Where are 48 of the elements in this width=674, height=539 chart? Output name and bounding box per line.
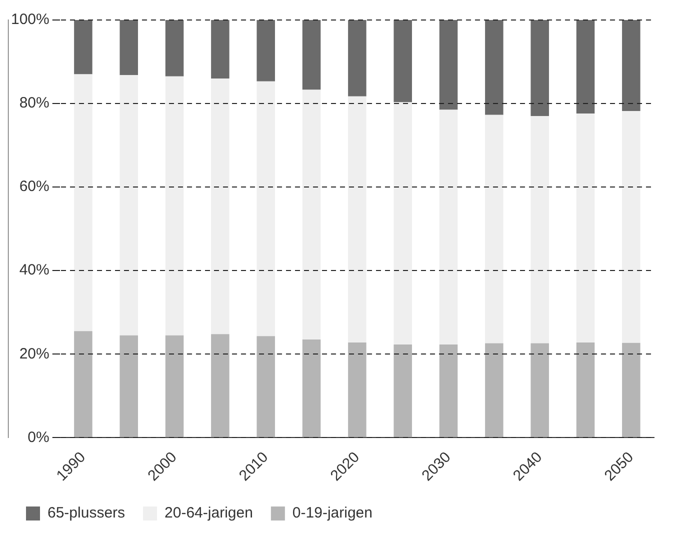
bar [530, 116, 549, 344]
y-tick-label: 60% [19, 178, 50, 196]
bar [530, 20, 549, 116]
bar [485, 343, 504, 438]
bar [394, 344, 412, 438]
legend-label: 0-19-jarigen [292, 504, 372, 522]
legend-label: 20-64-jarigen [164, 504, 253, 522]
bar [165, 20, 184, 76]
bar [120, 20, 138, 76]
y-tick-label: 40% [19, 262, 50, 279]
bar [622, 20, 640, 112]
bar [394, 20, 412, 102]
bar [439, 20, 458, 110]
bar [530, 343, 549, 438]
bar [348, 96, 366, 342]
bar [302, 20, 321, 90]
bar [485, 20, 504, 115]
bar [211, 20, 230, 78]
y-tick-label: 80% [19, 94, 50, 112]
bar [302, 90, 321, 340]
bar [74, 20, 92, 74]
bar [256, 336, 275, 438]
legend-label: 65-plussers [48, 504, 126, 522]
bar [165, 76, 184, 336]
bar [120, 75, 138, 336]
bar [74, 331, 92, 438]
bar [120, 335, 138, 438]
bar [485, 114, 504, 344]
bar [576, 20, 595, 114]
bar [256, 81, 275, 336]
bar [74, 74, 92, 332]
bar [211, 78, 230, 334]
bar [622, 342, 640, 438]
bar [439, 344, 458, 438]
bar [165, 335, 184, 438]
bar [211, 334, 230, 438]
bar [576, 114, 595, 342]
y-tick-label: 0% [28, 428, 50, 446]
bar [622, 111, 640, 343]
bar [302, 340, 321, 438]
y-tick-label: 100% [10, 11, 50, 28]
bar [348, 20, 366, 96]
bar [576, 342, 595, 438]
bar [256, 20, 275, 82]
bar [394, 102, 412, 345]
y-tick-label: 20% [19, 345, 50, 362]
bar [348, 342, 366, 438]
bar [439, 110, 458, 345]
